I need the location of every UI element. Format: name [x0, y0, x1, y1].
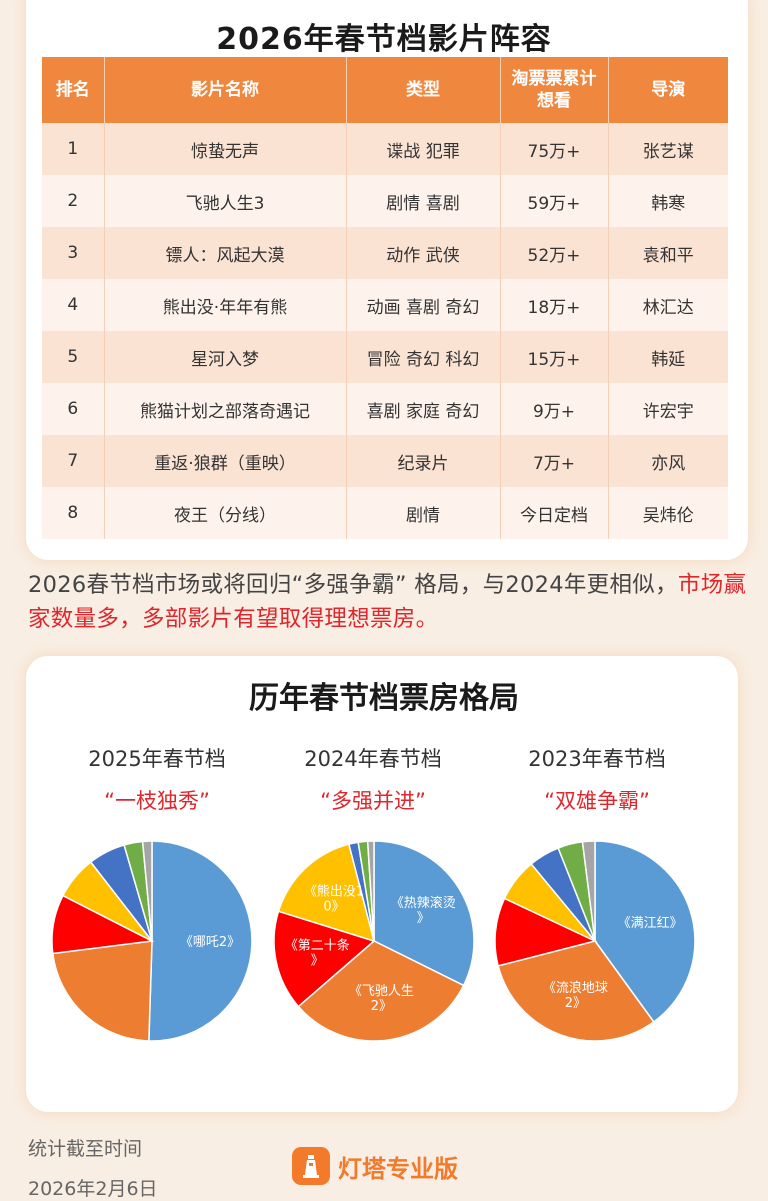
- pie-slice: [148, 840, 253, 1042]
- cell-rank: 8: [42, 487, 105, 539]
- stats-cutoff-date: 2026年2月6日: [28, 1178, 158, 1200]
- pie-chart-2024: 《热辣滚烫》《飞驰人生 2》 《第二十条》 《熊出没1 0》: [273, 840, 475, 1042]
- pie-slice: [273, 910, 376, 1008]
- pie-slice: [51, 940, 153, 1042]
- pie-slice: [373, 840, 475, 987]
- chart-title-2025: 2025年春节档: [88, 747, 226, 771]
- cell-genre: 剧情: [346, 487, 501, 539]
- cell-film-name: 重返·狼群（重映）: [104, 435, 347, 487]
- pie-section-title: 历年春节档票房格局: [249, 681, 519, 716]
- cell-rank: 6: [42, 383, 105, 435]
- table-header-row: 排名 影片名称 类型 淘票票累计 想看 导演: [42, 57, 728, 123]
- cell-film-name: 星河入梦: [104, 331, 347, 383]
- pie-slice: [366, 840, 375, 942]
- header-film-name: 影片名称: [104, 57, 347, 123]
- cell-film-name: 惊蛰无声: [104, 123, 347, 175]
- cell-want-to-see: 今日定档: [500, 487, 609, 539]
- pie-slice: [497, 940, 655, 1042]
- pie-slice-label: 《流浪地球 2》: [543, 981, 608, 1011]
- cell-genre: 纪录片: [346, 435, 501, 487]
- pie-slice-label: 《哪吒2》: [180, 935, 240, 950]
- cell-film-name: 夜王（分线）: [104, 487, 347, 539]
- cell-want-to-see: 59万+: [500, 175, 609, 227]
- table-title: 2026年春节档影片阵容: [216, 22, 552, 57]
- cell-genre: 剧情 喜剧: [346, 175, 501, 227]
- pie-chart-2025: 《哪吒2》: [51, 840, 253, 1042]
- chart-subtitle-2024: “多强并进”: [320, 789, 426, 813]
- cell-want-to-see: 9万+: [500, 383, 609, 435]
- cell-rank: 2: [42, 175, 105, 227]
- table-row: 7 重返·狼群（重映） 纪录片 7万+ 亦风: [42, 435, 728, 487]
- brand-logo: 灯塔专业版: [292, 1144, 458, 1188]
- lighthouse-icon: [292, 1147, 330, 1185]
- pie-slice: [277, 843, 376, 943]
- pie-slice: [494, 897, 598, 967]
- summary-highlight: 市场赢家数量多，多部影片有望取得理想票房。: [28, 572, 747, 632]
- pie-slice-label: 《满江红》: [618, 915, 683, 931]
- cell-genre: 动画 喜剧 奇幻: [346, 279, 501, 331]
- cell-film-name: 飞驰人生3: [104, 175, 347, 227]
- pie-chart-2023: 《满江红》《流浪地球 2》: [494, 840, 696, 1042]
- chart-subtitle-2025: “一枝独秀”: [104, 789, 210, 813]
- table-row: 4 熊出没·年年有熊 动画 喜剧 奇幻 18万+ 林汇达: [42, 279, 728, 331]
- cell-rank: 1: [42, 123, 105, 175]
- summary-text: 2026春节档市场或将回归“多强争霸” 格局，与2024年更相似，: [28, 572, 678, 598]
- pie-slice-label: 《飞驰人生 2》: [349, 984, 414, 1014]
- cell-director: 亦风: [608, 435, 728, 487]
- pie-slice-label: 《熊出没1 0》: [304, 884, 364, 915]
- cell-director: 许宏宇: [608, 383, 728, 435]
- cell-want-to-see: 7万+: [500, 435, 609, 487]
- cell-film-name: 熊出没·年年有熊: [104, 279, 347, 331]
- cell-want-to-see: 18万+: [500, 279, 609, 331]
- market-summary: 2026春节档市场或将回归“多强争霸” 格局，与2024年更相似，市场赢家数量多…: [28, 568, 758, 636]
- lineup-table: 排名 影片名称 类型 淘票票累计 想看 导演 1 惊蛰无声 谍战 犯罪 75万+ …: [42, 57, 728, 539]
- header-genre: 类型: [346, 57, 501, 123]
- table-row: 6 熊猫计划之部落奇遇记 喜剧 家庭 奇幻 9万+ 许宏宇: [42, 383, 728, 435]
- header-director: 导演: [608, 57, 728, 123]
- table-row: 5 星河入梦 冒险 奇幻 科幻 15万+ 韩延: [42, 331, 728, 383]
- cell-director: 袁和平: [608, 227, 728, 279]
- brand-name: 灯塔专业版: [338, 1154, 458, 1183]
- cell-director: 吴炜伦: [608, 487, 728, 539]
- cell-want-to-see: 15万+: [500, 331, 609, 383]
- cell-want-to-see: 52万+: [500, 227, 609, 279]
- cell-genre: 谍战 犯罪: [346, 123, 501, 175]
- header-want-to-see: 淘票票累计 想看: [500, 57, 609, 123]
- cell-genre: 喜剧 家庭 奇幻: [346, 383, 501, 435]
- chart-title-2023: 2023年春节档: [528, 747, 666, 771]
- cell-film-name: 镖人：风起大漠: [104, 227, 347, 279]
- cell-want-to-see: 75万+: [500, 123, 609, 175]
- cell-film-name: 熊猫计划之部落奇遇记: [104, 383, 347, 435]
- pie-slice: [581, 840, 596, 942]
- pie-slice-label: 《第二十条》: [285, 937, 350, 968]
- cell-director: 韩延: [608, 331, 728, 383]
- table-row: 3 镖人：风起大漠 动作 武侠 52万+ 袁和平: [42, 227, 728, 279]
- table-row: 2 飞驰人生3 剧情 喜剧 59万+ 韩寒: [42, 175, 728, 227]
- stats-cutoff-label: 统计截至时间: [28, 1138, 143, 1160]
- pie-slice-label: 《热辣滚烫》: [391, 895, 456, 926]
- cell-genre: 冒险 奇幻 科幻: [346, 331, 501, 383]
- cell-rank: 3: [42, 227, 105, 279]
- pie-slice: [594, 840, 696, 1023]
- cell-director: 韩寒: [608, 175, 728, 227]
- cell-director: 林汇达: [608, 279, 728, 331]
- cell-rank: 5: [42, 331, 105, 383]
- header-rank: 排名: [42, 57, 105, 123]
- chart-title-2024: 2024年春节档: [304, 747, 442, 771]
- chart-subtitle-2023: “双雄争霸”: [544, 789, 650, 813]
- cell-director: 张艺谋: [608, 123, 728, 175]
- cell-rank: 4: [42, 279, 105, 331]
- cell-genre: 动作 武侠: [346, 227, 501, 279]
- pie-slice: [297, 940, 465, 1042]
- pie-slice: [141, 840, 153, 942]
- cell-rank: 7: [42, 435, 105, 487]
- table-row: 8 夜王（分线） 剧情 今日定档 吴炜伦: [42, 487, 728, 539]
- table-row: 1 惊蛰无声 谍战 犯罪 75万+ 张艺谋: [42, 123, 728, 175]
